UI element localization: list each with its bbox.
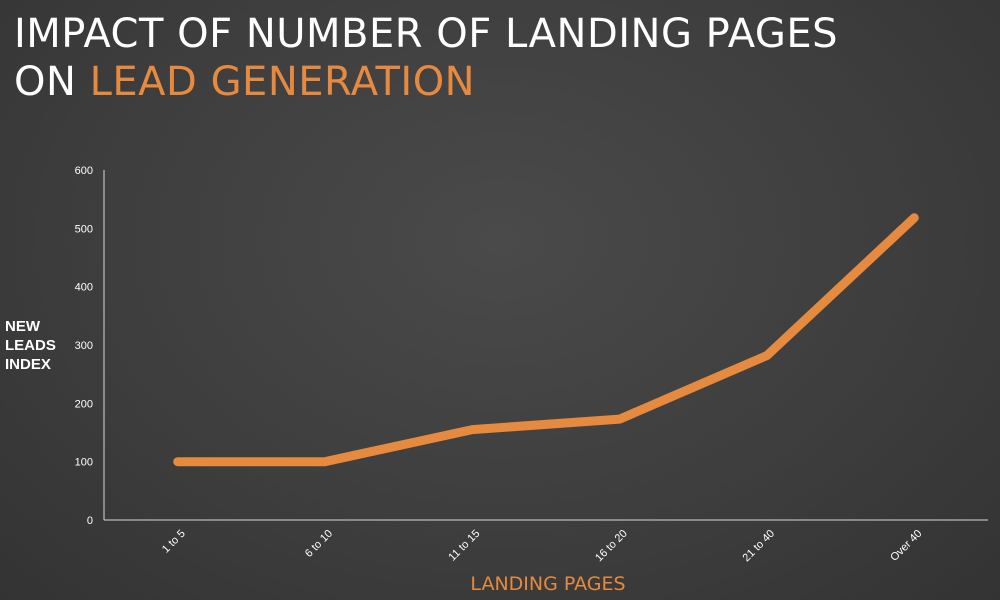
y-tick-label: 200 bbox=[75, 398, 93, 410]
y-axis-label-line-3: INDEX bbox=[5, 356, 51, 373]
y-axis-label: NEW LEADS INDEX bbox=[5, 317, 56, 374]
chart-title: IMPACT OF NUMBER OF LANDING PAGES ON LEA… bbox=[14, 10, 838, 106]
y-tick-label: 400 bbox=[75, 282, 93, 294]
x-tick-label: 11 to 15 bbox=[446, 528, 482, 564]
x-axis-label: LANDING PAGES bbox=[470, 573, 626, 595]
y-axis-label-line-2: LEADS bbox=[5, 337, 56, 354]
chart-title-line-1: IMPACT OF NUMBER OF LANDING PAGES bbox=[14, 11, 839, 57]
chart-title-line-2: ON LEAD GENERATION bbox=[14, 58, 838, 106]
series-line bbox=[173, 213, 919, 467]
y-axis-label-line-1: NEW bbox=[5, 318, 40, 335]
y-tick-label: 100 bbox=[75, 457, 93, 469]
chart-title-accent: LEAD GENERATION bbox=[89, 59, 476, 105]
axes bbox=[103, 170, 988, 521]
x-tick-label: 16 to 20 bbox=[593, 528, 630, 565]
x-axis-ticks: 1 to 5 6 to 10 11 to 15 16 to 20 21 to 40 Ove… bbox=[160, 528, 925, 565]
y-tick-label: 500 bbox=[75, 223, 93, 235]
y-tick-label: 600 bbox=[75, 165, 93, 177]
x-tick-label: Over 40 bbox=[888, 528, 924, 564]
x-tick-label: 21 to 40 bbox=[741, 528, 778, 565]
x-tick-label: 1 to 5 bbox=[160, 528, 188, 556]
y-axis-ticks: 0 100 200 300 400 500 600 bbox=[75, 165, 93, 527]
x-tick-label: 6 to 10 bbox=[303, 528, 335, 560]
chart-title-prefix: ON bbox=[14, 59, 90, 105]
y-tick-label: 300 bbox=[75, 340, 93, 352]
series-group bbox=[173, 213, 919, 467]
y-tick-label: 0 bbox=[87, 515, 93, 527]
